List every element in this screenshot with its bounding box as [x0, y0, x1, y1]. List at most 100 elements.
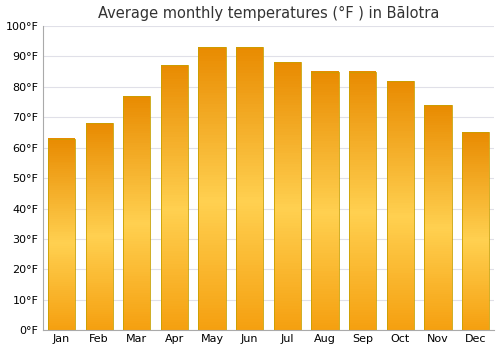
- Bar: [236, 327, 263, 330]
- Bar: [198, 138, 226, 141]
- Bar: [48, 294, 75, 296]
- Bar: [387, 120, 414, 123]
- Bar: [462, 138, 489, 140]
- Bar: [123, 314, 150, 316]
- Bar: [424, 116, 452, 119]
- Bar: [236, 112, 263, 115]
- Bar: [349, 185, 376, 188]
- Bar: [349, 232, 376, 235]
- Bar: [161, 174, 188, 177]
- Bar: [198, 158, 226, 160]
- Bar: [161, 163, 188, 166]
- Bar: [236, 50, 263, 53]
- Bar: [123, 135, 150, 138]
- Bar: [123, 251, 150, 253]
- Bar: [161, 290, 188, 293]
- Bar: [349, 328, 376, 330]
- Bar: [86, 173, 112, 175]
- Bar: [236, 225, 263, 228]
- Bar: [123, 114, 150, 117]
- Bar: [198, 155, 226, 158]
- Bar: [236, 217, 263, 220]
- Bar: [387, 143, 414, 146]
- Bar: [123, 241, 150, 244]
- Bar: [349, 103, 376, 105]
- Bar: [198, 53, 226, 56]
- Bar: [236, 64, 263, 67]
- Bar: [274, 223, 301, 226]
- Bar: [48, 234, 75, 236]
- Bar: [123, 145, 150, 147]
- Bar: [123, 110, 150, 112]
- Bar: [312, 123, 338, 126]
- Bar: [198, 220, 226, 223]
- Bar: [312, 322, 338, 325]
- Bar: [312, 159, 338, 162]
- Bar: [161, 116, 188, 118]
- Bar: [161, 134, 188, 137]
- Bar: [86, 200, 112, 202]
- Bar: [349, 291, 376, 294]
- Bar: [123, 201, 150, 204]
- Bar: [123, 208, 150, 211]
- Bar: [424, 190, 452, 193]
- Bar: [161, 322, 188, 325]
- Bar: [274, 271, 301, 274]
- Bar: [198, 285, 226, 288]
- Bar: [274, 132, 301, 135]
- Bar: [387, 295, 414, 298]
- Bar: [48, 261, 75, 263]
- Bar: [161, 301, 188, 304]
- Bar: [462, 172, 489, 174]
- Bar: [198, 293, 226, 296]
- Bar: [312, 260, 338, 263]
- Bar: [123, 283, 150, 286]
- Bar: [123, 222, 150, 225]
- Bar: [424, 184, 452, 186]
- Bar: [161, 81, 188, 84]
- Bar: [462, 237, 489, 239]
- Bar: [424, 272, 452, 274]
- Bar: [424, 209, 452, 211]
- Bar: [123, 272, 150, 274]
- Bar: [86, 316, 112, 318]
- Bar: [123, 297, 150, 300]
- Bar: [236, 90, 263, 92]
- Bar: [349, 309, 376, 312]
- Bar: [424, 240, 452, 243]
- Bar: [462, 199, 489, 202]
- Bar: [48, 303, 75, 305]
- Bar: [312, 198, 338, 201]
- Bar: [312, 172, 338, 175]
- Bar: [236, 152, 263, 155]
- Bar: [198, 217, 226, 220]
- Bar: [123, 107, 150, 110]
- Bar: [48, 232, 75, 234]
- Bar: [48, 152, 75, 154]
- Bar: [86, 196, 112, 198]
- Bar: [123, 194, 150, 197]
- Bar: [462, 318, 489, 320]
- Bar: [387, 173, 414, 176]
- Bar: [312, 309, 338, 312]
- Bar: [424, 317, 452, 319]
- Bar: [424, 146, 452, 148]
- Bar: [236, 58, 263, 61]
- Bar: [48, 257, 75, 259]
- Bar: [387, 200, 414, 203]
- Bar: [198, 104, 226, 107]
- Bar: [387, 135, 414, 138]
- Bar: [424, 296, 452, 299]
- Bar: [424, 222, 452, 224]
- Bar: [161, 235, 188, 238]
- Bar: [349, 136, 376, 139]
- Bar: [424, 265, 452, 267]
- Bar: [424, 287, 452, 290]
- Bar: [86, 123, 112, 330]
- Bar: [236, 313, 263, 316]
- Bar: [274, 298, 301, 301]
- Bar: [161, 121, 188, 124]
- Bar: [48, 154, 75, 156]
- Bar: [236, 72, 263, 76]
- Bar: [161, 222, 188, 224]
